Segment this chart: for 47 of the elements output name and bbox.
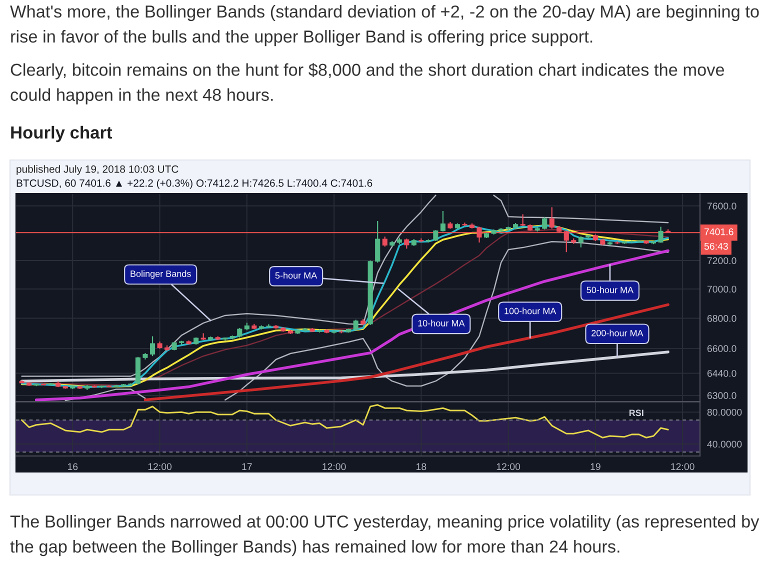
text: Clearly, bitcoin remains on the hunt for $8,000 and the short duration chart indicates the move could happen in the next 48 hours.: [10, 63, 724, 104]
candlestick: [382, 236, 388, 248]
annotation: 200-hour MA: [592, 330, 644, 336]
y-tick-label: 80.0000: [707, 408, 742, 416]
candlestick: [375, 220, 380, 264]
x-tick-label: 16: [68, 463, 78, 470]
text: published July 19, 2018 10:03 UTC: [16, 165, 178, 175]
candlestick: [578, 236, 584, 248]
y-tick-label: 6440.0: [707, 370, 736, 377]
candlestick: [520, 214, 526, 227]
candlestick: [658, 226, 664, 244]
candlestick: [150, 336, 156, 357]
x-tick-label: 17: [242, 463, 252, 470]
annotation: 100-hour MA: [504, 308, 556, 314]
x-tick-label: 12:00: [322, 463, 346, 470]
ref-line-label: 7401.6: [704, 228, 734, 236]
chart-subtitle: BTCUSD, 60 7401.6 ▲ +22.2 (+0.3%) O:7412.2 H:7426.5 L:7400.4 C:7401.6: [16, 179, 372, 189]
y-tick-label: 7000.0: [707, 286, 736, 293]
x-tick-label: 18: [416, 463, 426, 470]
annotation: 5-hour MA: [275, 272, 318, 279]
x-tick-label: 12:00: [496, 463, 520, 470]
y-tick-label: 6600.0: [707, 345, 736, 352]
y-tick-label: 6300.0: [707, 392, 736, 400]
candlestick: [404, 238, 410, 250]
candlestick: [549, 206, 554, 230]
text: 56:43: [704, 242, 728, 250]
candlestick: [433, 230, 438, 242]
y-tick-label: 6800.0: [707, 315, 736, 322]
y-tick-label: 7200.0: [707, 257, 736, 264]
annotation: 10-hour MA: [418, 320, 465, 326]
chart-title: Hourly chart: [11, 126, 112, 142]
y-tick-label: 40.0000: [707, 440, 742, 448]
x-tick-label: 12:00: [148, 463, 172, 470]
x-tick-label: 12:00: [671, 463, 694, 470]
candlestick: [440, 210, 446, 232]
line-series: [144, 303, 670, 402]
x-tick-label: 19: [590, 463, 600, 470]
candlestick: [542, 216, 548, 230]
text: What's more, the Bollinger Bands (standard deviation of +2, -2 on the 20-day MA) are beginning to rise in favor of the bulls and the upper Bolliger Band is offering price support.: [10, 5, 759, 46]
candlestick: [353, 319, 358, 331]
line-series: [21, 404, 669, 438]
y-tick-label: 7600.0: [707, 202, 736, 210]
candlestick: [237, 327, 242, 338]
text: The Bollinger Bands narrowed at 00:00 UTC yesterday, meaning price volatility (as represented by the gap between the Bollinger Bands) has remained low for more than 24 hours.: [10, 515, 760, 556]
annotation: Bolinger Bands: [130, 270, 191, 279]
text: RSI: [629, 410, 644, 416]
annotation: 50-hour MA: [586, 286, 634, 294]
